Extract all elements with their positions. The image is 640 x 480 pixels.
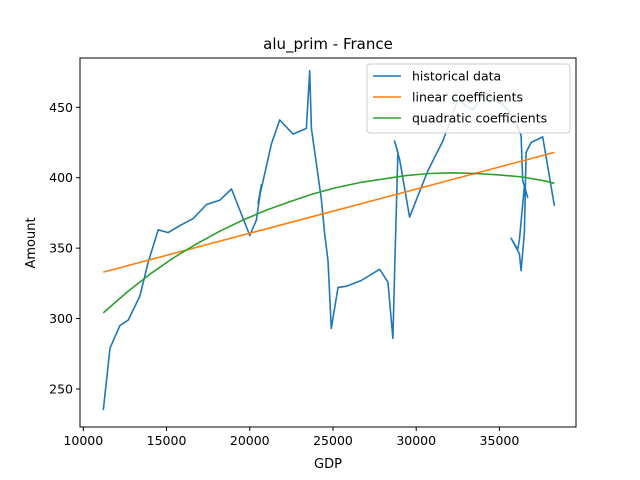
y-tick-label: 250 [49,381,73,396]
legend-label: historical data [412,69,501,84]
plot-frame [79,57,577,428]
chart-title: alu_prim - France [263,35,393,54]
y-tick-label: 350 [49,241,73,256]
plot-lines [102,69,556,411]
y-axis-label: Amount [24,217,39,268]
x-tick-label: 25000 [313,433,353,448]
y-tick-label: 450 [49,100,73,115]
legend-box [366,63,571,134]
legend-label: linear coefficients [412,90,523,105]
x-tick-label: 30000 [396,433,436,448]
legend: historical data linear coefficients quadra… [366,63,571,134]
legend-label: quadratic coefficients [412,111,547,126]
x-tick-label: 20000 [230,433,270,448]
x-axis-ticks: 10000 15000 20000 25000 30000 35000 [63,427,519,448]
y-tick-label: 300 [49,311,73,326]
series-line-historical-data [102,69,556,411]
y-axis-ticks: 250 300 350 400 450 [49,100,80,396]
x-tick-label: 15000 [147,433,187,448]
x-tick-label: 10000 [63,433,103,448]
series-line-quadratic-coefficients [102,172,555,314]
x-tick-label: 35000 [480,433,520,448]
y-tick-label: 400 [49,170,73,185]
series-line-linear-coefficients [103,151,555,273]
x-axis-label: GDP [314,457,342,472]
